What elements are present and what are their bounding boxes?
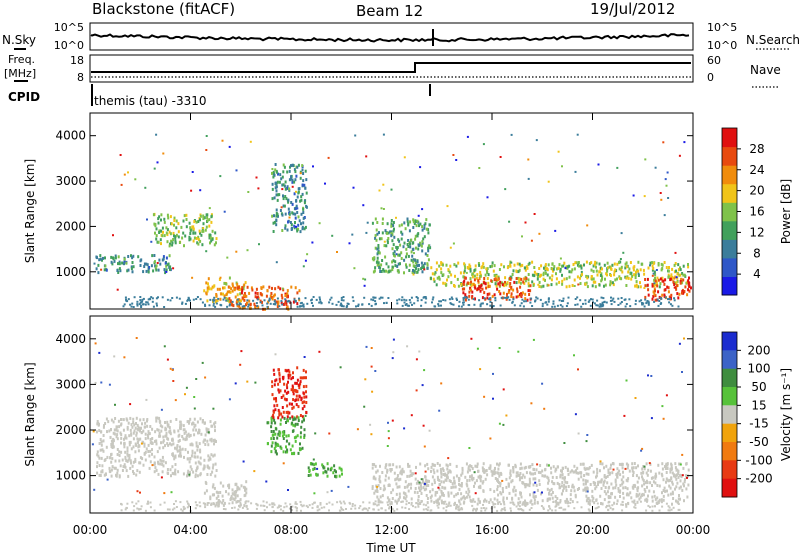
freq-panel [89, 54, 694, 83]
colorbar-tick-label: 4 [753, 267, 761, 281]
power-ground-scatter [122, 296, 680, 308]
colorbar-swatch [722, 146, 737, 166]
power-feature-3 [228, 285, 301, 311]
colorbar-tick-label: 28 [749, 142, 764, 156]
nave-tick-bottom: 0 [707, 71, 714, 84]
colorbar-swatch [722, 387, 737, 406]
colorbar-swatch [722, 368, 737, 388]
colorbar-tick-label: 100 [748, 362, 771, 376]
power-feature-8 [644, 276, 692, 302]
colorbar-tick-label: 20 [749, 184, 764, 198]
power-colorbar: 4 8 12 16 20 24 28 Power [dB] [721, 127, 793, 296]
colorbar-swatch [722, 332, 737, 351]
velocity-colorbar: 200 100 50 15 -15 -50 -100 -200 Velocity [m s⁻¹] [721, 331, 793, 498]
colorbar-swatch [722, 460, 737, 480]
vel-feature-2 [271, 366, 308, 420]
power-y-axis-title: Slant Range [km] [23, 159, 37, 263]
colorbar-tick-label: 12 [749, 225, 764, 239]
colorbar-tick-label: -15 [749, 417, 769, 431]
vel-y-tick-label: 1000 [55, 469, 86, 483]
nsky-label: N.Sky [2, 33, 36, 47]
freq-trace [91, 62, 691, 73]
colorbar-tick-label: 24 [749, 163, 764, 177]
colorbar-swatch [722, 442, 737, 461]
vel-ground-scatter [120, 500, 681, 512]
cpid-value: themis (tau) -3310 [94, 94, 207, 108]
freq-tick-top: 18 [70, 54, 84, 67]
x-tick-label: 08:00 [274, 523, 309, 537]
colorbar-tick-label: -50 [749, 435, 769, 449]
x-axis-title: Time UT [365, 541, 416, 554]
nsky-tick-top: 10^5 [54, 21, 84, 34]
nsky-panel [89, 22, 694, 51]
nsky-trace [90, 33, 690, 43]
colorbar-tick-label: 8 [753, 246, 761, 260]
vel-feature-5 [371, 462, 690, 506]
colorbar-swatch [722, 423, 737, 443]
power-y-tick-label: 4000 [55, 129, 86, 143]
colorbar-title: Velocity [m s⁻¹] [779, 368, 793, 461]
nsearch-label: N.Search [746, 33, 800, 47]
nsky-tick-bottom: 10^0 [54, 39, 84, 52]
x-tick-labels: 00:00 04:00 08:00 12:00 16:00 20:00 00:00 [73, 523, 711, 537]
colorbar-tick-label: 15 [751, 398, 766, 412]
freq-label: Freq. [8, 53, 35, 66]
freq-tick-bottom: 8 [77, 71, 84, 84]
cpid-label: CPID [8, 90, 40, 104]
power-feature-5 [371, 217, 432, 275]
colorbar-title: Power [dB] [779, 179, 793, 244]
colorbar-swatch [722, 276, 737, 296]
power-scattered-points [93, 133, 686, 291]
vel-y-tick-label: 3000 [55, 377, 86, 391]
power-y-tick-label: 2000 [55, 219, 86, 233]
colorbar-swatch [722, 220, 737, 240]
colorbar-tick-label: -200 [745, 472, 772, 486]
nave-tick-top: 60 [707, 54, 721, 67]
colorbar-tick-label: 50 [751, 380, 766, 394]
date-title: 19/Jul/2012 [590, 0, 675, 18]
colorbar-tick-label: -100 [745, 453, 772, 467]
vel-feature-0 [95, 416, 218, 479]
power-panel: 1000 2000 3000 4000 Slant Range [km] [23, 112, 694, 311]
vel-y-tick-label: 4000 [55, 332, 86, 346]
power-feature-6 [429, 260, 690, 289]
nave-label: Nave [750, 63, 781, 77]
colorbar-tick-label: 16 [749, 205, 764, 219]
x-tick-label: 20:00 [575, 523, 610, 537]
station-title: Blackstone (fitACF) [92, 0, 235, 18]
velocity-panel: 1000 2000 3000 4000 Slant Range [km] [23, 315, 694, 514]
colorbar-swatch [722, 478, 737, 498]
power-y-tick-label: 1000 [55, 265, 86, 279]
x-tick-label: 00:00 [73, 523, 108, 537]
vel-scattered-points [91, 337, 688, 495]
colorbar-swatch [722, 202, 737, 222]
beam-title: Beam 12 [356, 2, 423, 20]
colorbar-swatch [722, 239, 737, 259]
nsearch-tick-top: 10^5 [707, 21, 737, 34]
vel-y-axis-title: Slant Range [km] [23, 362, 37, 466]
colorbar-swatch [722, 183, 737, 203]
colorbar-swatch [722, 405, 737, 425]
x-tick-label: 04:00 [173, 523, 208, 537]
x-tick-label: 12:00 [374, 523, 409, 537]
colorbar-swatch [722, 257, 737, 277]
x-tick-label: 16:00 [475, 523, 510, 537]
power-feature-0 [95, 254, 172, 275]
nsearch-tick-bottom: 10^0 [707, 39, 737, 52]
vel-plot-area [90, 316, 693, 513]
vel-feature-3 [266, 416, 306, 456]
colorbar-swatch [722, 350, 737, 370]
colorbar-tick-label: 200 [748, 343, 771, 357]
colorbar-swatch [722, 128, 737, 148]
x-tick-label: 00:00 [676, 523, 711, 537]
power-feature-2 [203, 276, 247, 304]
power-y-tick-label: 3000 [55, 174, 86, 188]
vel-y-tick-label: 2000 [55, 423, 86, 437]
colorbar-swatch [722, 165, 737, 185]
power-feature-4 [271, 163, 308, 234]
freq-unit: [MHz] [4, 67, 36, 80]
vel-feature-4 [307, 462, 343, 479]
